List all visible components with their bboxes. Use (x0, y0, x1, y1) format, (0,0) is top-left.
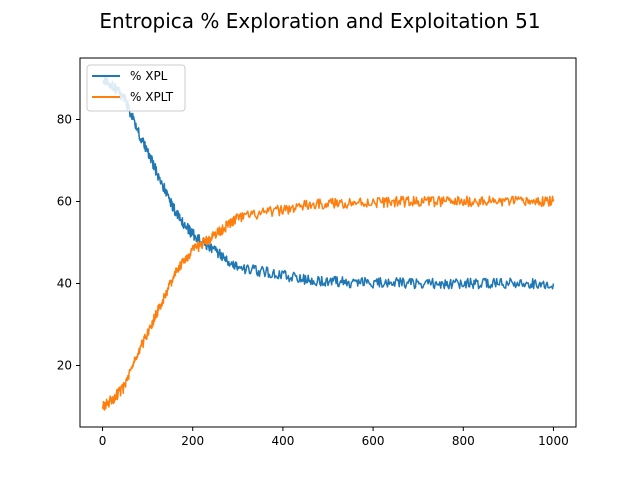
x-tick-label: 200 (181, 434, 204, 448)
y-axis: 20 40 60 80 (57, 113, 80, 373)
y-tick-label: 80 (57, 113, 72, 127)
y-tick-label: 60 (57, 195, 72, 209)
chart-title: Entropica % Exploration and Exploitation… (99, 9, 540, 33)
y-tick-label: 40 (57, 277, 72, 291)
x-axis: 0 200 400 600 800 1000 (99, 427, 569, 448)
series-line-xplt (101, 195, 555, 411)
x-tick-label: 400 (271, 434, 294, 448)
legend-label-xpl: % XPL (130, 69, 168, 83)
series-line-xpl (102, 74, 555, 290)
y-tick-label: 20 (57, 359, 72, 373)
series-layer (101, 74, 555, 411)
legend: % XPL % XPLT (86, 64, 186, 112)
legend-label-xplt: % XPLT (130, 90, 174, 104)
x-tick-label: 600 (362, 434, 385, 448)
x-tick-label: 800 (452, 434, 475, 448)
x-tick-label: 0 (99, 434, 107, 448)
plot-frame (79, 57, 577, 428)
x-tick-label: 1000 (538, 434, 569, 448)
